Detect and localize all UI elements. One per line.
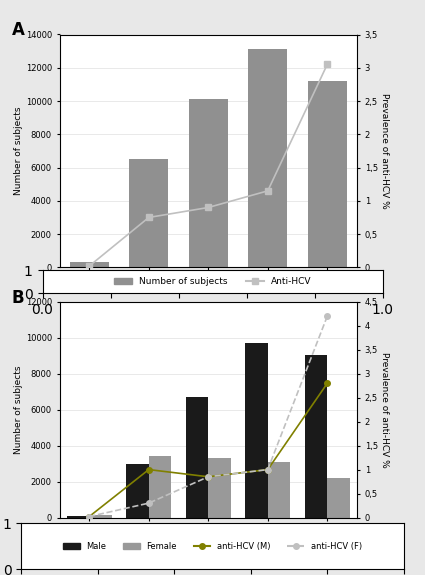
Bar bbox=[327, 478, 350, 518]
Y-axis label: Prevalence of anti-HCV %: Prevalence of anti-HCV % bbox=[380, 93, 389, 209]
Bar bbox=[248, 49, 287, 267]
Bar bbox=[70, 262, 109, 267]
Bar bbox=[67, 516, 89, 518]
Bar bbox=[308, 81, 347, 267]
Bar bbox=[305, 355, 327, 518]
Bar bbox=[126, 463, 149, 518]
Bar bbox=[268, 462, 290, 518]
Bar bbox=[129, 159, 168, 267]
Y-axis label: Prevalence of anti-HCV %: Prevalence of anti-HCV % bbox=[380, 352, 389, 467]
Bar bbox=[245, 343, 268, 518]
Bar bbox=[149, 457, 171, 518]
Legend: Male, Female, anti-HCV (M), anti-HCV (F): Male, Female, anti-HCV (M), anti-HCV (F) bbox=[60, 538, 365, 554]
Bar bbox=[186, 397, 208, 518]
Bar bbox=[89, 515, 112, 518]
Text: A: A bbox=[12, 21, 25, 39]
Legend: Number of subjects, Anti-HCV: Number of subjects, Anti-HCV bbox=[110, 274, 315, 290]
Y-axis label: Number of subjects: Number of subjects bbox=[14, 107, 23, 195]
Bar bbox=[189, 99, 228, 267]
Text: B: B bbox=[12, 289, 25, 307]
Bar bbox=[208, 458, 231, 518]
Y-axis label: Number of subjects: Number of subjects bbox=[14, 366, 23, 454]
